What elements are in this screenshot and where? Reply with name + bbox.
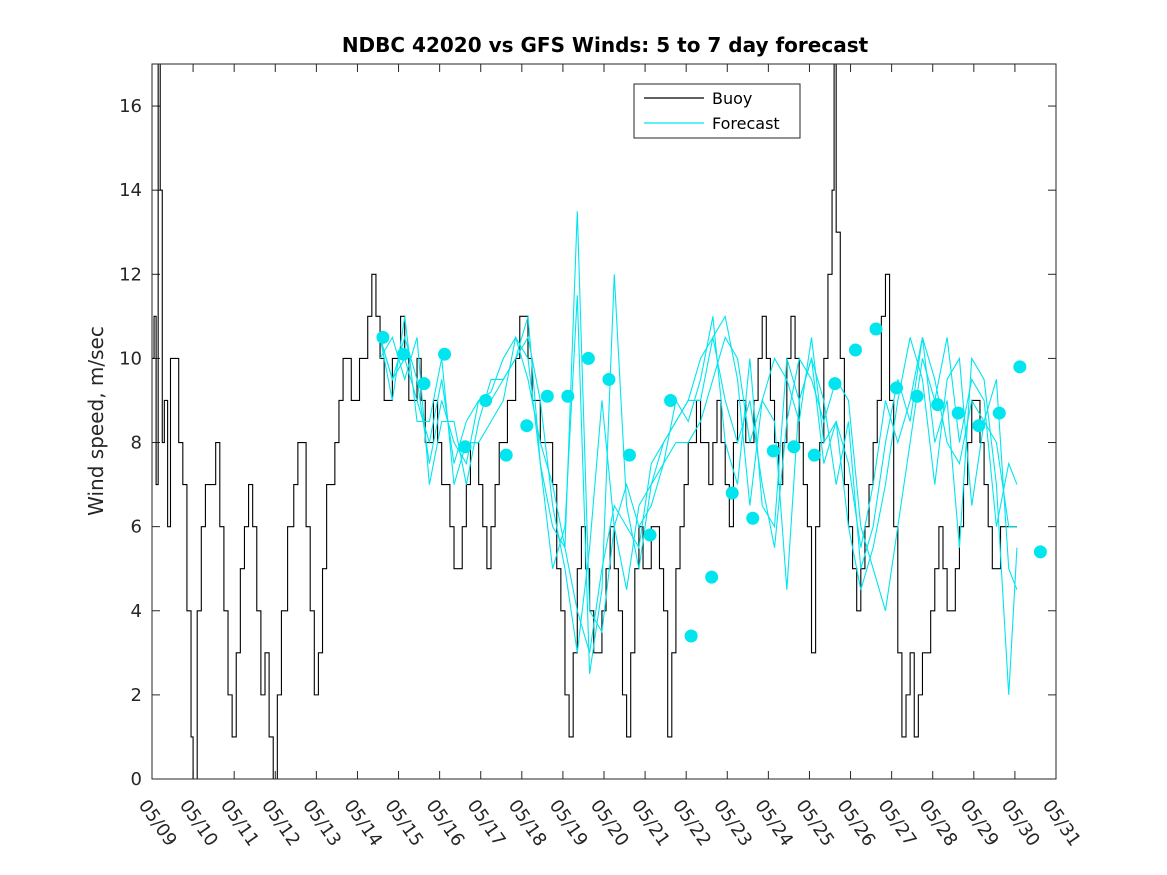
forecast-marker xyxy=(1013,360,1027,374)
y-tick-label: 8 xyxy=(131,433,142,454)
forecast-marker xyxy=(807,448,821,462)
forecast-marker xyxy=(869,322,883,336)
forecast-marker xyxy=(499,448,513,462)
forecast-marker xyxy=(438,347,452,361)
legend-label: Forecast xyxy=(712,114,780,133)
y-tick-label: 2 xyxy=(131,685,142,706)
y-tick-label: 10 xyxy=(119,348,142,369)
legend-box xyxy=(633,83,801,139)
y-tick-label: 12 xyxy=(119,264,142,285)
y-tick-label: 14 xyxy=(119,180,142,201)
y-tick-label: 6 xyxy=(131,517,142,538)
forecast-marker xyxy=(725,486,739,500)
forecast-marker xyxy=(520,419,534,433)
forecast-marker xyxy=(746,511,760,525)
forecast-marker xyxy=(417,377,431,391)
chart-title: NDBC 42020 vs GFS Winds: 5 to 7 day fore… xyxy=(342,33,869,57)
forecast-marker xyxy=(643,528,657,542)
forecast-marker xyxy=(951,406,965,420)
forecast-marker xyxy=(705,570,719,584)
forecast-marker xyxy=(479,393,493,407)
forecast-marker xyxy=(458,440,472,454)
forecast-marker xyxy=(376,330,390,344)
forecast-marker xyxy=(992,406,1006,420)
y-tick-label: 0 xyxy=(131,769,142,790)
forecast-marker xyxy=(622,448,636,462)
forecast-marker xyxy=(890,381,904,395)
forecast-marker xyxy=(910,389,924,403)
forecast-marker xyxy=(787,440,801,454)
y-tick-label: 4 xyxy=(131,601,142,622)
forecast-marker xyxy=(766,444,780,458)
axes-frame xyxy=(151,63,1057,780)
forecast-marker xyxy=(561,389,575,403)
y-tick-label: 16 xyxy=(119,96,142,117)
forecast-marker xyxy=(931,398,945,412)
forecast-marker xyxy=(848,343,862,357)
forecast-marker xyxy=(972,419,986,433)
forecast-marker xyxy=(602,372,616,386)
forecast-marker xyxy=(581,351,595,365)
forecast-series-line xyxy=(379,211,1018,634)
forecast-marker xyxy=(396,347,410,361)
forecast-marker xyxy=(684,629,698,643)
forecast-marker xyxy=(540,389,554,403)
legend: Buoy Forecast xyxy=(633,83,801,139)
forecast-marker xyxy=(1033,545,1047,559)
forecast-marker xyxy=(664,393,678,407)
forecast-marker xyxy=(828,377,842,391)
legend-label: Buoy xyxy=(712,89,752,108)
y-axis-label: Wind speed, m/sec xyxy=(84,326,108,516)
